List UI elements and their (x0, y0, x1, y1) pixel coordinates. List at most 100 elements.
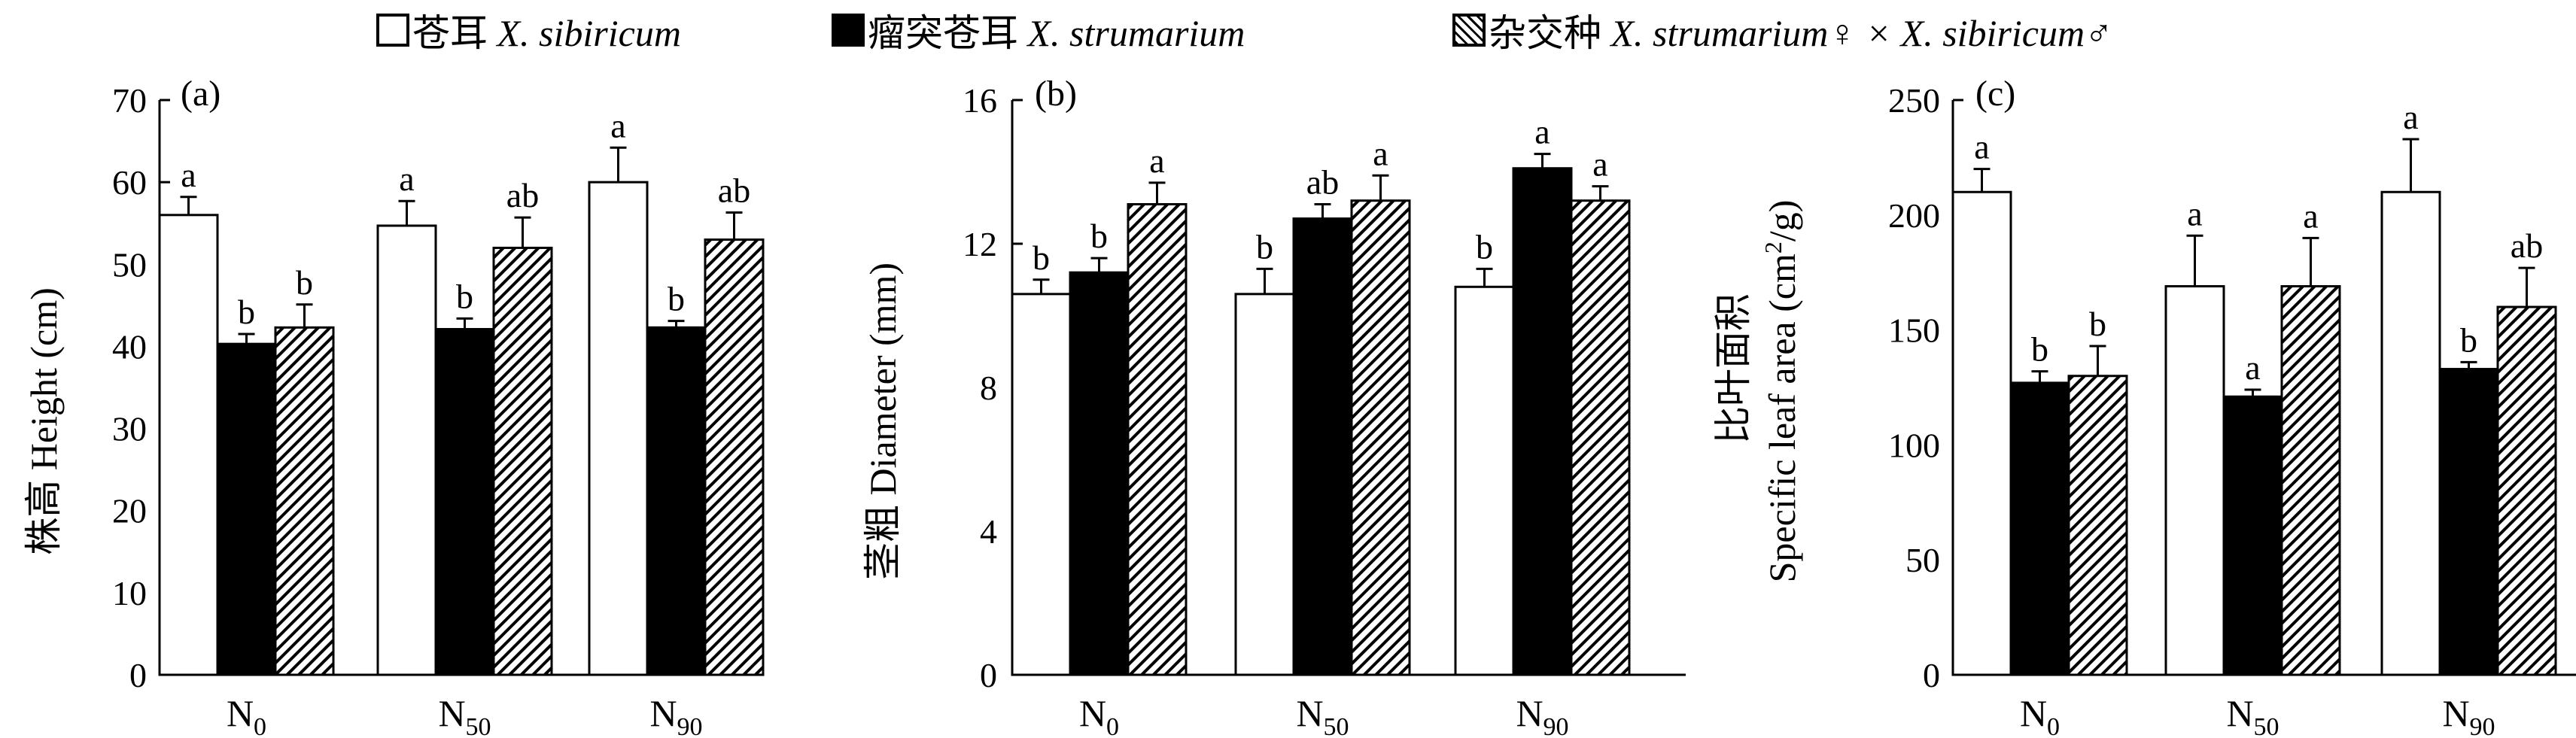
bar-sibiricum (158, 214, 219, 676)
significance-letter: ab (2511, 226, 2543, 265)
significance-letter: a (610, 106, 625, 144)
bar-sibiricum (1011, 293, 1072, 676)
bar-hybrid (274, 326, 335, 676)
significance-letter: a (181, 156, 196, 194)
x-tick-label: N50 (1296, 692, 1349, 738)
y-tick-label: 250 (1888, 81, 1940, 120)
x-tick-label: N90 (2442, 692, 2495, 738)
bar-hybrid (492, 246, 553, 676)
significance-letter: b (456, 277, 473, 315)
significance-letter: b (296, 263, 313, 302)
bar-strumarium (1512, 167, 1573, 676)
chart-panel-c: (c) 比叶面积 Specific leaf area (cm2/g) 0 50 1… (1712, 74, 2576, 738)
y-tick-label: 70 (112, 81, 147, 120)
y-tick-label: 12 (963, 225, 997, 263)
legend-swatch-hatched (1452, 14, 1486, 47)
bar-sibiricum (1951, 190, 2012, 676)
bar-hybrid (1127, 202, 1188, 676)
x-tick-label: N90 (649, 692, 702, 738)
legend-label-cn: 苍耳 (412, 12, 488, 54)
significance-letter: b (1090, 217, 1108, 255)
y-tick-label: 4 (980, 512, 997, 551)
bar-hybrid (2280, 285, 2341, 676)
legend-item-hybrid: 杂交种 X. strumarium♀ × X. sibiricum♂ (1452, 8, 2113, 54)
bar-sibiricum (2164, 285, 2225, 676)
x-tick-label: N0 (1079, 692, 1119, 738)
bar-hybrid (2067, 375, 2128, 676)
legend-label-species: X. sibiricum (497, 12, 681, 54)
bar-strumarium (1069, 271, 1130, 676)
legend-item-sibiricum: 苍耳 X. sibiricum (376, 8, 681, 54)
y-tick-label: 0 (129, 656, 147, 694)
significance-letter: ab (718, 172, 750, 210)
y-tick-label: 40 (112, 327, 147, 366)
bar-strumarium (434, 328, 495, 676)
bar-strumarium (646, 326, 707, 676)
significance-letter: a (1592, 145, 1607, 184)
y-tick-label: 10 (112, 574, 147, 612)
y-tick-label: 16 (963, 81, 997, 120)
y-tick-label: 50 (1905, 541, 1940, 579)
significance-letter: b (238, 293, 255, 331)
y-tick-label: 150 (1888, 311, 1940, 350)
significance-letter: a (2403, 98, 2418, 136)
x-tick-label: N0 (2020, 692, 2060, 738)
significance-letter: a (1974, 128, 1989, 166)
bar-strumarium (2438, 368, 2499, 676)
significance-letter: b (1476, 227, 1493, 266)
panel-label: (a) (181, 74, 220, 114)
bar-sibiricum (1454, 285, 1515, 676)
y-tick-label: 30 (112, 410, 147, 448)
legend-item-strumarium: 瘤突苍耳 X. strumarium (832, 8, 1245, 54)
y-tick-label: 8 (980, 369, 997, 407)
x-tick-label: N50 (2226, 692, 2279, 738)
panel-label: (b) (1035, 74, 1077, 114)
y-tick-label: 100 (1888, 426, 1940, 464)
significance-letter: b (668, 280, 685, 318)
significance-letter: b (2089, 305, 2106, 343)
legend-label-species: X. strumarium (1027, 12, 1245, 54)
bar-hybrid (704, 238, 765, 676)
y-axis-label: 茎粗 Diameter (mm) (862, 263, 904, 580)
y-axis-label: 株高 Height (cm) (23, 287, 65, 554)
bar-strumarium (2009, 381, 2070, 676)
y-axis-label-cn: 比叶面积 (1712, 293, 1754, 444)
significance-letter: a (1149, 141, 1164, 180)
legend-swatch-white (376, 14, 409, 47)
x-tick-label: N90 (1516, 692, 1568, 738)
legend-label-cn: 杂交种 (1489, 12, 1601, 54)
y-tick-label: 200 (1888, 196, 1940, 235)
bar-strumarium (216, 342, 277, 676)
bar-sibiricum (376, 224, 437, 676)
significance-letter: a (2245, 348, 2260, 387)
significance-letter: ab (506, 176, 539, 214)
bar-sibiricum (2380, 190, 2441, 676)
bar-hybrid (1350, 199, 1411, 676)
significance-letter: a (1373, 134, 1388, 172)
significance-letter: a (2187, 194, 2202, 232)
panel-label: (c) (1975, 74, 2015, 114)
bar-strumarium (2222, 395, 2283, 676)
legend: 苍耳 X. sibiricum 瘤突苍耳 X. strumarium 杂交种 X… (0, 0, 2576, 60)
significance-letter: a (399, 159, 414, 198)
significance-letter: b (1256, 227, 1273, 266)
bar-sibiricum (588, 181, 649, 676)
significance-letter: a (2303, 196, 2318, 235)
y-tick-label: 50 (112, 245, 147, 284)
legend-label-species: X. strumarium♀ × X. sibiricum♂ (1610, 12, 2113, 54)
bar-hybrid (2496, 305, 2557, 676)
x-tick-label: N0 (227, 692, 266, 738)
y-tick-label: 0 (980, 656, 997, 694)
bar-hybrid (1570, 199, 1631, 676)
significance-letter: ab (1306, 162, 1339, 201)
significance-letter: a (1534, 113, 1550, 151)
x-tick-label: N50 (438, 692, 491, 738)
y-tick-label: 60 (112, 163, 147, 202)
bar-strumarium (1292, 217, 1353, 676)
legend-swatch-black (832, 14, 865, 47)
bar-sibiricum (1234, 293, 1295, 676)
y-tick-label: 20 (112, 492, 147, 530)
significance-letter: b (2460, 320, 2477, 359)
